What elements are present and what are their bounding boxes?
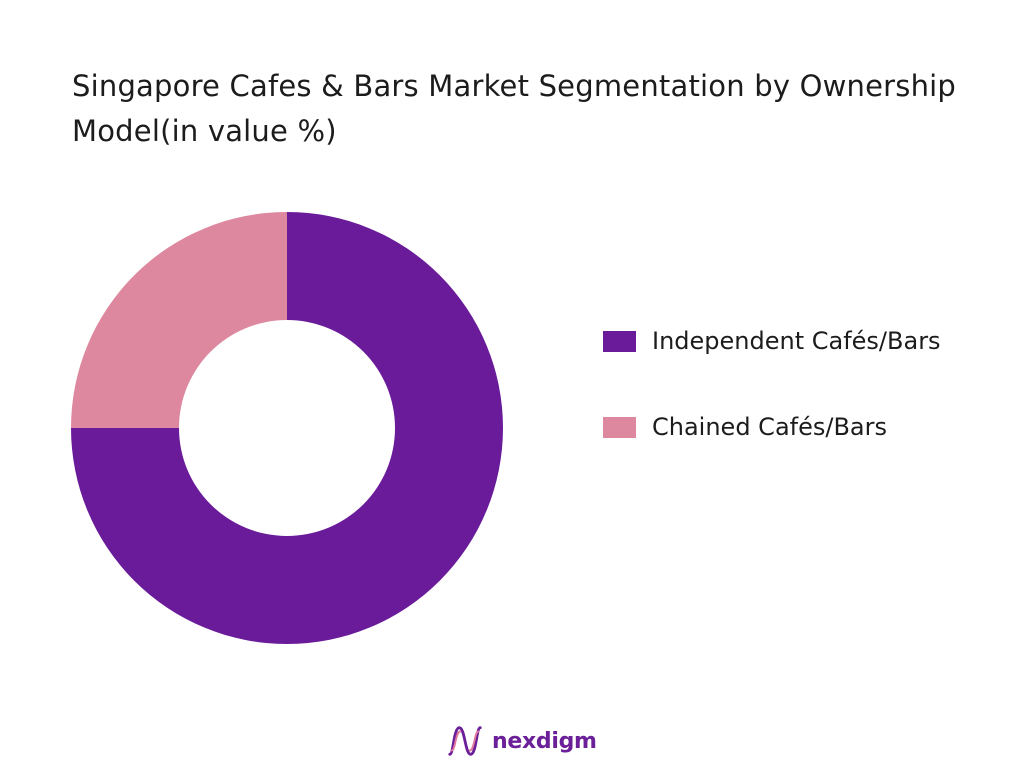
legend-swatch: [603, 330, 636, 352]
legend-swatch: [603, 416, 636, 438]
chart-title: Singapore Cafes & Bars Market Segmentati…: [72, 69, 957, 148]
nexdigm-logo-text: nexdigm: [492, 728, 597, 754]
legend-label: Independent Cafés/Bars: [652, 327, 941, 355]
nexdigm-logo: nexdigm: [446, 722, 597, 760]
donut-slice-independent-caf-s-bars: [71, 212, 503, 644]
legend-item: Independent Cafés/Bars: [603, 324, 941, 358]
legend-item: Chained Cafés/Bars: [603, 410, 941, 444]
chart-legend: Independent Cafés/Bars Chained Cafés/Bars: [603, 324, 941, 496]
donut-slice-chained-caf-s-bars: [71, 212, 287, 428]
legend-label: Chained Cafés/Bars: [652, 413, 887, 441]
nexdigm-logo-mark-icon: [448, 726, 482, 756]
